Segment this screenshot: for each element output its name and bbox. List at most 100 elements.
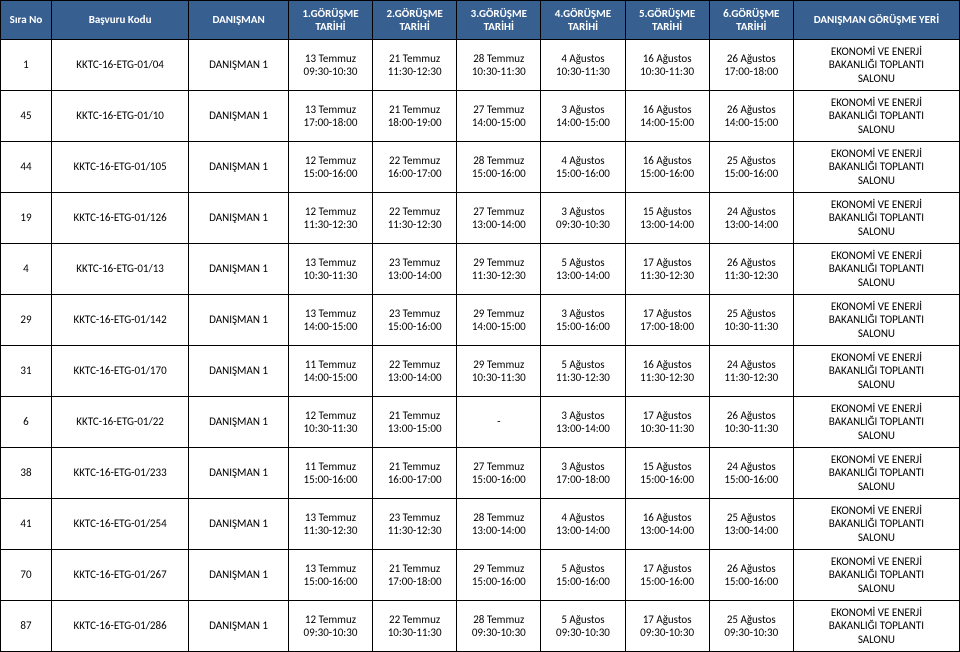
cell-yer: EKONOMİ VE ENERJİBAKANLIĞI TOPLANTISALON… (793, 91, 959, 142)
cell-g4: 3 Ağustos09:30-10:30 (541, 193, 625, 244)
schedule-table: Sıra No Başvuru Kodu DANIŞMAN 1.GÖRÜŞME … (0, 0, 960, 652)
cell-yer: EKONOMİ VE ENERJİBAKANLIĞI TOPLANTISALON… (793, 499, 959, 550)
cell-g4: 3 Ağustos14:00-15:00 (541, 91, 625, 142)
cell-g6: 25 Ağustos15:00-16:00 (709, 142, 793, 193)
cell-g5: 17 Ağustos15:00-16:00 (625, 550, 709, 601)
cell-g2: 22 Temmuz16:00-17:00 (373, 142, 457, 193)
cell-g1: 11 Temmuz14:00-15:00 (288, 346, 372, 397)
cell-g6: 24 Ağustos11:30-12:30 (709, 346, 793, 397)
cell-g3: 28 Temmuz15:00-16:00 (457, 142, 541, 193)
cell-sira: 19 (1, 193, 52, 244)
cell-g6: 25 Ağustos13:00-14:00 (709, 499, 793, 550)
col-g3: 3.GÖRÜŞME TARİHİ (457, 1, 541, 40)
cell-g3: 28 Temmuz13:00-14:00 (457, 499, 541, 550)
cell-g3: 29 Temmuz14:00-15:00 (457, 295, 541, 346)
table-row: 44KKTC-16-ETG-01/105DANIŞMAN 112 Temmuz1… (1, 142, 960, 193)
cell-sira: 87 (1, 601, 52, 652)
cell-g1: 11 Temmuz15:00-16:00 (288, 448, 372, 499)
col-yer: DANIŞMAN GÖRÜŞME YERİ (793, 1, 959, 40)
cell-sira: 4 (1, 244, 52, 295)
cell-g2: 21 Temmuz18:00-19:00 (373, 91, 457, 142)
cell-g1: 13 Temmuz15:00-16:00 (288, 550, 372, 601)
cell-g4: 4 Ağustos10:30-11:30 (541, 40, 625, 91)
cell-g2: 23 Temmuz15:00-16:00 (373, 295, 457, 346)
cell-dan: DANIŞMAN 1 (189, 448, 289, 499)
cell-sira: 6 (1, 397, 52, 448)
col-sira: Sıra No (1, 1, 52, 40)
cell-g4: 5 Ağustos09:30-10:30 (541, 601, 625, 652)
cell-g1: 13 Temmuz14:00-15:00 (288, 295, 372, 346)
cell-g6: 26 Ağustos17:00-18:00 (709, 40, 793, 91)
cell-sira: 1 (1, 40, 52, 91)
cell-kod: KKTC-16-ETG-01/142 (51, 295, 188, 346)
col-g1: 1.GÖRÜŞME TARİHİ (288, 1, 372, 40)
cell-g5: 17 Ağustos17:00-18:00 (625, 295, 709, 346)
cell-sira: 41 (1, 499, 52, 550)
cell-g2: 22 Temmuz10:30-11:30 (373, 601, 457, 652)
cell-kod: KKTC-16-ETG-01/04 (51, 40, 188, 91)
cell-yer: EKONOMİ VE ENERJİBAKANLIĞI TOPLANTISALON… (793, 346, 959, 397)
col-g5: 5.GÖRÜŞME TARİHİ (625, 1, 709, 40)
cell-g4: 4 Ağustos15:00-16:00 (541, 142, 625, 193)
table-row: 19KKTC-16-ETG-01/126DANIŞMAN 112 Temmuz1… (1, 193, 960, 244)
cell-g1: 12 Temmuz09:30-10:30 (288, 601, 372, 652)
cell-dan: DANIŞMAN 1 (189, 397, 289, 448)
cell-g6: 24 Ağustos15:00-16:00 (709, 448, 793, 499)
table-row: 29KKTC-16-ETG-01/142DANIŞMAN 113 Temmuz1… (1, 295, 960, 346)
cell-g4: 3 Ağustos17:00-18:00 (541, 448, 625, 499)
cell-g6: 25 Ağustos10:30-11:30 (709, 295, 793, 346)
cell-g3: 29 Temmuz15:00-16:00 (457, 550, 541, 601)
cell-g5: 15 Ağustos15:00-16:00 (625, 448, 709, 499)
cell-kod: KKTC-16-ETG-01/254 (51, 499, 188, 550)
cell-g1: 12 Temmuz10:30-11:30 (288, 397, 372, 448)
cell-g4: 3 Ağustos13:00-14:00 (541, 397, 625, 448)
schedule-sheet: Sıra No Başvuru Kodu DANIŞMAN 1.GÖRÜŞME … (0, 0, 960, 652)
cell-g6: 26 Ağustos14:00-15:00 (709, 91, 793, 142)
cell-sira: 29 (1, 295, 52, 346)
cell-g1: 13 Temmuz11:30-12:30 (288, 499, 372, 550)
cell-g5: 16 Ağustos15:00-16:00 (625, 142, 709, 193)
cell-g6: 26 Ağustos11:30-12:30 (709, 244, 793, 295)
table-row: 4KKTC-16-ETG-01/13DANIŞMAN 113 Temmuz10:… (1, 244, 960, 295)
cell-kod: KKTC-16-ETG-01/267 (51, 550, 188, 601)
cell-kod: KKTC-16-ETG-01/126 (51, 193, 188, 244)
cell-g4: 5 Ağustos13:00-14:00 (541, 244, 625, 295)
cell-kod: KKTC-16-ETG-01/170 (51, 346, 188, 397)
cell-g4: 5 Ağustos11:30-12:30 (541, 346, 625, 397)
cell-g5: 17 Ağustos10:30-11:30 (625, 397, 709, 448)
cell-g2: 21 Temmuz17:00-18:00 (373, 550, 457, 601)
cell-g2: 22 Temmuz11:30-12:30 (373, 193, 457, 244)
col-kod: Başvuru Kodu (51, 1, 188, 40)
cell-g1: 13 Temmuz10:30-11:30 (288, 244, 372, 295)
cell-yer: EKONOMİ VE ENERJİBAKANLIĞI TOPLANTISALON… (793, 448, 959, 499)
cell-g1: 12 Temmuz11:30-12:30 (288, 193, 372, 244)
cell-g5: 17 Ağustos11:30-12:30 (625, 244, 709, 295)
cell-sira: 44 (1, 142, 52, 193)
cell-yer: EKONOMİ VE ENERJİBAKANLIĞI TOPLANTISALON… (793, 550, 959, 601)
cell-g5: 16 Ağustos10:30-11:30 (625, 40, 709, 91)
cell-g3: 29 Temmuz11:30-12:30 (457, 244, 541, 295)
cell-g6: 26 Ağustos15:00-16:00 (709, 550, 793, 601)
cell-g5: 16 Ağustos14:00-15:00 (625, 91, 709, 142)
table-row: 45KKTC-16-ETG-01/10DANIŞMAN 113 Temmuz17… (1, 91, 960, 142)
cell-sira: 38 (1, 448, 52, 499)
col-g4: 4.GÖRÜŞME TARİHİ (541, 1, 625, 40)
table-row: 41KKTC-16-ETG-01/254DANIŞMAN 113 Temmuz1… (1, 499, 960, 550)
cell-yer: EKONOMİ VE ENERJİBAKANLIĞI TOPLANTISALON… (793, 40, 959, 91)
cell-g2: 23 Temmuz13:00-14:00 (373, 244, 457, 295)
cell-g2: 21 Temmuz13:00-15:00 (373, 397, 457, 448)
cell-kod: KKTC-16-ETG-01/13 (51, 244, 188, 295)
cell-g3: 29 Temmuz10:30-11:30 (457, 346, 541, 397)
cell-g5: 15 Ağustos13:00-14:00 (625, 193, 709, 244)
cell-kod: KKTC-16-ETG-01/286 (51, 601, 188, 652)
cell-g3: 27 Temmuz15:00-16:00 (457, 448, 541, 499)
cell-yer: EKONOMİ VE ENERJİBAKANLIĞI TOPLANTISALON… (793, 244, 959, 295)
table-row: 6KKTC-16-ETG-01/22DANIŞMAN 112 Temmuz10:… (1, 397, 960, 448)
cell-g6: 26 Ağustos10:30-11:30 (709, 397, 793, 448)
cell-kod: KKTC-16-ETG-01/22 (51, 397, 188, 448)
table-row: 31KKTC-16-ETG-01/170DANIŞMAN 111 Temmuz1… (1, 346, 960, 397)
cell-yer: EKONOMİ VE ENERJİBAKANLIĞI TOPLANTISALON… (793, 397, 959, 448)
cell-g1: 13 Temmuz17:00-18:00 (288, 91, 372, 142)
cell-g3: 27 Temmuz13:00-14:00 (457, 193, 541, 244)
cell-g2: 21 Temmuz11:30-12:30 (373, 40, 457, 91)
